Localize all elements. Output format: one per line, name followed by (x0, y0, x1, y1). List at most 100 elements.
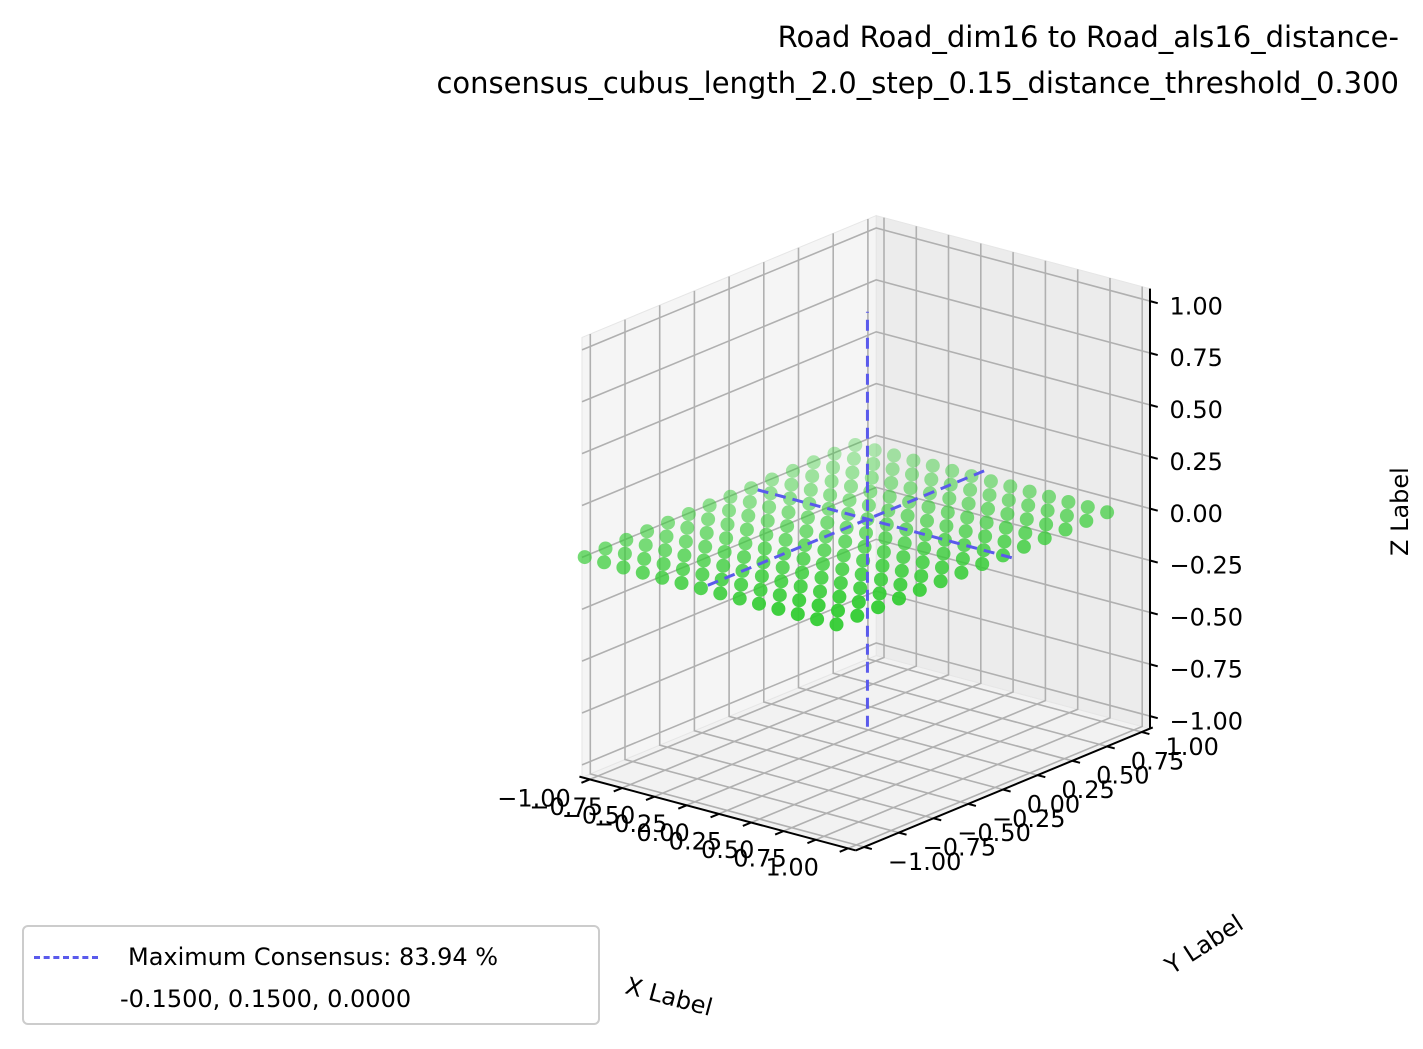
scatter-point (866, 457, 881, 471)
scatter-point (997, 534, 1012, 549)
x-tick (742, 821, 752, 827)
scatter-point (732, 591, 747, 606)
scatter-point (896, 550, 911, 565)
scatter-point (1022, 484, 1037, 499)
scatter-point (716, 558, 731, 573)
scatter-point (717, 545, 732, 559)
max-consensus-crosshair (707, 311, 1017, 727)
scatter-point (1001, 493, 1016, 508)
grid-line-x (815, 278, 1111, 841)
scatter-point (798, 538, 812, 553)
scatter-point (734, 577, 749, 592)
scatter-point (1037, 531, 1052, 546)
scatter-point (838, 534, 853, 549)
scatter-point (878, 531, 893, 546)
scatter-point (1100, 505, 1115, 520)
grid-line-y (589, 334, 865, 848)
scatter-point (1042, 489, 1056, 504)
axis-lines (579, 288, 1159, 853)
scatter-point (676, 562, 690, 577)
scatter-point (1016, 539, 1031, 554)
scatter-point (811, 598, 826, 613)
scatter-point (850, 608, 865, 623)
scatter-point (802, 496, 817, 511)
scatter-point (757, 541, 772, 556)
scatter-point (846, 451, 861, 466)
x-tick (645, 795, 655, 802)
scatter-point (845, 465, 860, 480)
scatter-point (771, 601, 786, 616)
y-tick (1106, 745, 1115, 750)
tick-labels: −1.00−1.00−1.00−0.75−0.75−0.75−0.50−0.50… (497, 292, 1243, 881)
x-tick (807, 838, 817, 845)
x-tick-label: 1.00 (765, 853, 818, 881)
z-tick (1149, 455, 1159, 460)
grid-line-z (581, 279, 1151, 403)
grid-line-x (621, 226, 918, 789)
scatter-point (906, 453, 921, 468)
z-tick (1149, 559, 1159, 564)
scatter-point (678, 534, 693, 549)
scatter-point (823, 488, 838, 503)
z-tick-label: −0.50 (1170, 604, 1244, 632)
scatter-point (844, 479, 858, 494)
scatter-point (659, 529, 674, 544)
scatter-point (695, 567, 710, 582)
scatter-point (835, 562, 850, 577)
scatter-point (872, 586, 887, 601)
scatter-point (815, 557, 830, 571)
scatter-point (842, 493, 857, 508)
scatter-point (805, 469, 820, 484)
scatter-point (759, 527, 774, 542)
scatter-point (763, 486, 778, 501)
scatter-point (887, 448, 901, 463)
scatter-point (832, 589, 847, 604)
grid-line-x (783, 269, 1079, 832)
scatter-point (851, 595, 866, 609)
scatter-point (912, 582, 927, 597)
scatter-point (693, 581, 708, 596)
scatter-point (781, 505, 796, 520)
scatter-point (723, 489, 738, 504)
scatter-point (752, 596, 766, 611)
scatter-point (658, 543, 673, 558)
y-tick (967, 802, 977, 807)
scatter-point (1019, 512, 1034, 527)
y-tick (1072, 759, 1081, 764)
scatter-point (744, 481, 759, 496)
z-tick (1149, 715, 1159, 720)
scatter-point (803, 482, 818, 497)
scatter-point (677, 548, 692, 563)
scatter-point (998, 520, 1013, 535)
scatter-point (765, 472, 779, 487)
scatter-point (655, 570, 670, 585)
scatter-point (806, 455, 821, 470)
scatter-point (914, 569, 929, 584)
scatter-point (637, 551, 652, 566)
scatter-point (976, 543, 991, 558)
scatter-point (738, 536, 753, 551)
scatter-point (760, 513, 775, 528)
y-axis-title: Y Label (1159, 909, 1248, 980)
scatter-point (982, 488, 997, 503)
scatter-point (954, 565, 969, 580)
scatter-point (939, 519, 954, 534)
scatter-point (598, 541, 613, 556)
scatter-point (681, 507, 696, 521)
x-tick-label: −0.75 (529, 793, 603, 821)
scatter-point (857, 539, 872, 554)
scatter-point (915, 555, 930, 570)
x-tick (613, 787, 623, 793)
scatter-point (1059, 508, 1074, 523)
x-tick-label: −0.25 (594, 810, 668, 838)
scatter-point (863, 484, 878, 499)
scatter-point (893, 577, 908, 592)
scatter-point (616, 560, 631, 575)
x-tick-label: −1.00 (497, 784, 571, 812)
y-tick (863, 846, 873, 851)
scatter-point (1040, 503, 1055, 518)
scatter-point (638, 538, 653, 553)
legend-coordinates: -0.1500, 0.1500, 0.0000 (120, 985, 412, 1013)
grid-line-z (581, 642, 1151, 766)
y-tick-label: 0.00 (1027, 790, 1080, 818)
